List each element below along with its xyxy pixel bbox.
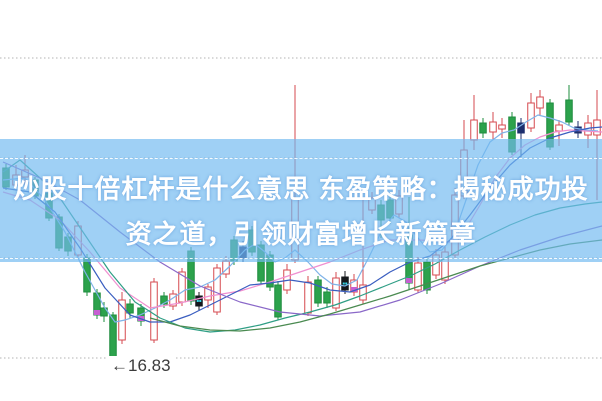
headline-line-2: 资之道，引领财富增长新篇章 bbox=[125, 219, 477, 249]
candle-body bbox=[160, 295, 168, 305]
candle-body bbox=[498, 124, 506, 130]
candle-body bbox=[195, 295, 203, 307]
candle-body bbox=[359, 284, 367, 301]
candle-mark-violet bbox=[405, 278, 413, 283]
candle-mark-cyan bbox=[199, 300, 202, 302]
ma-line-ma-short bbox=[2, 114, 599, 323]
candle-body bbox=[489, 121, 497, 133]
candle-body bbox=[470, 119, 478, 141]
candle-body bbox=[213, 267, 221, 313]
candle-body bbox=[423, 261, 431, 291]
candle-body bbox=[109, 314, 117, 358]
candle-mark-violet bbox=[93, 310, 101, 315]
candle-body bbox=[150, 281, 158, 341]
candle-body bbox=[274, 284, 282, 318]
candle-mark-cyan bbox=[345, 282, 348, 285]
banner-gridline-bottom bbox=[0, 258, 602, 259]
candle-body bbox=[341, 276, 349, 291]
candle-body bbox=[204, 286, 212, 301]
candle-body bbox=[304, 281, 312, 314]
candle-body bbox=[479, 122, 487, 134]
candle-mark-cyan bbox=[342, 282, 345, 285]
candle-body bbox=[555, 124, 563, 132]
candle-body bbox=[527, 102, 535, 129]
candle-body bbox=[323, 291, 331, 304]
banner-gridline-top bbox=[0, 158, 602, 159]
candle-body bbox=[414, 262, 422, 291]
headline-banner: 炒股十倍杠杆是什么意思 东盈策略：揭秘成功投 资之道，引领财富增长新篇章 bbox=[0, 139, 602, 262]
candle-body bbox=[536, 96, 544, 109]
candle-body bbox=[314, 279, 322, 304]
low-price-annotation: ←16.83 bbox=[108, 356, 174, 376]
headline-line-1: 炒股十倍杠杆是什么意思 东盈策略：揭秘成功投 bbox=[13, 174, 589, 204]
candle-mark-cyan bbox=[196, 300, 199, 302]
candle-body bbox=[126, 303, 134, 314]
candle-mark-violet bbox=[350, 287, 358, 292]
candle-body bbox=[565, 99, 573, 123]
candle-body bbox=[332, 277, 340, 309]
